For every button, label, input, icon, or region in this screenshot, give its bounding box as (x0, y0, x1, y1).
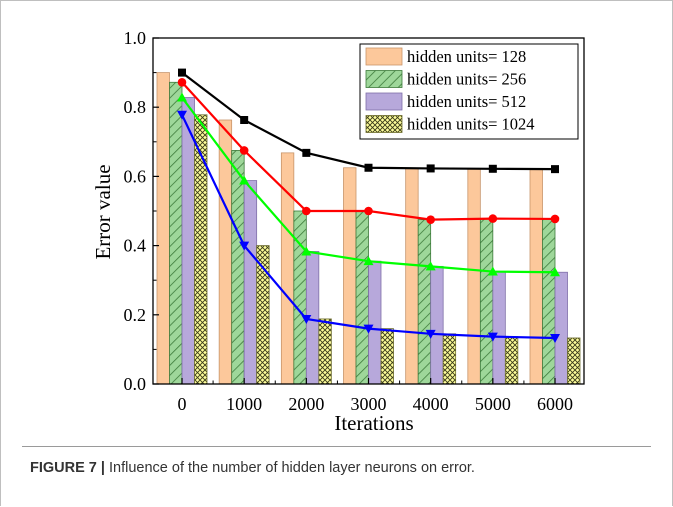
x-tick-label-5: 5000 (475, 394, 511, 414)
bar-hidden-units-128-3000 (343, 167, 357, 385)
marker-series-4-0 (177, 110, 187, 120)
bar-hidden-units-512-6000 (554, 271, 568, 385)
lines-layer (177, 68, 560, 343)
y-axis-label: Error value (91, 164, 115, 259)
marker-series-2-2000 (302, 206, 311, 216)
bar-hidden-units-256-0 (169, 81, 183, 385)
y-tick-label-4: 0.8 (124, 97, 147, 117)
marker-series-2-5000 (488, 214, 498, 223)
x-tick-label-0: 0 (178, 394, 187, 414)
marker-series-1-0 (178, 68, 186, 77)
legend-swatch-2 (365, 70, 403, 88)
bar-line-chart: 0.0 0.2 0.4 0.6 0.8 1.0 0 1000 2000 3000 4000 5000 6… (91, 28, 585, 435)
y-tick-label-5: 1.0 (124, 28, 147, 48)
bar-hidden-units-512-1000 (243, 180, 258, 385)
marker-series-4-3000 (363, 324, 374, 334)
marker-series-1-5000 (488, 164, 497, 173)
bar-hidden-units-256-4000 (417, 219, 432, 385)
bar-hidden-units-256-5000 (479, 218, 494, 385)
figure-caption: FIGURE 7 | Influence of the number of hi… (30, 460, 650, 476)
x-tick-label-6: 6000 (537, 394, 573, 414)
axes-layer: 0.0 0.2 0.4 0.6 0.8 1.0 0 1000 2000 3000 4000 5000 6… (124, 28, 574, 414)
marker-series-4-2000 (301, 314, 312, 324)
legend-label-3: hidden units= 512 (407, 92, 526, 111)
marker-series-2-6000 (550, 214, 560, 224)
caption-label: FIGURE 7 | (30, 460, 105, 476)
bar-hidden-units-1024-5000 (504, 336, 519, 385)
marker-series-1-3000 (364, 163, 373, 172)
y-tick-label-3: 0.6 (124, 166, 147, 186)
bars-layer (156, 72, 581, 385)
legend-swatch-1 (365, 47, 403, 66)
caption-divider (22, 446, 651, 447)
legend-swatch-4 (365, 115, 403, 133)
bar-hidden-units-128-5000 (467, 168, 481, 385)
x-tick-label-3: 3000 (351, 394, 387, 414)
bar-hidden-units-1024-6000 (567, 337, 581, 385)
x-tick-label-2: 2000 (288, 394, 324, 414)
marker-series-3-5000 (487, 266, 498, 276)
legend: hidden units= 128 hidden units= 256 hidden… (359, 43, 579, 140)
legend-swatch-3 (365, 92, 403, 111)
marker-series-1-2000 (302, 148, 311, 157)
marker-series-2-1000 (239, 146, 249, 155)
x-tick-label-1: 1000 (226, 394, 262, 414)
y-tick-label-0: 0.0 (124, 374, 147, 394)
bar-hidden-units-128-4000 (405, 168, 419, 385)
bar-hidden-units-128-0 (156, 72, 170, 385)
marker-series-3-4000 (425, 261, 436, 271)
marker-series-4-1000 (239, 241, 250, 251)
bar-hidden-units-128-6000 (529, 168, 543, 385)
bar-hidden-units-1024-3000 (380, 328, 394, 385)
marker-series-3-0 (177, 92, 187, 102)
legend-label-1: hidden units= 128 (407, 47, 526, 66)
bar-hidden-units-512-0 (181, 97, 195, 385)
marker-series-1-4000 (426, 164, 435, 173)
marker-series-4-5000 (487, 332, 498, 342)
marker-series-4-4000 (425, 329, 436, 339)
bar-hidden-units-512-3000 (368, 260, 382, 385)
marker-series-2-0 (177, 77, 187, 87)
marker-series-3-6000 (550, 267, 560, 277)
marker-series-1-6000 (551, 165, 559, 174)
bar-hidden-units-512-5000 (492, 271, 506, 385)
legend-label-2: hidden units= 256 (407, 70, 526, 89)
y-tick-label-2: 0.4 (124, 236, 147, 256)
legend-label-4: hidden units= 1024 (407, 115, 535, 134)
caption-text: Influence of the number of hidden layer … (104, 460, 475, 476)
bar-hidden-units-256-2000 (293, 210, 307, 385)
bar-hidden-units-1024-2000 (318, 318, 332, 385)
marker-series-3-3000 (363, 256, 374, 266)
bar-hidden-units-1024-4000 (442, 333, 457, 385)
marker-series-1-1000 (240, 116, 249, 125)
marker-series-4-6000 (550, 333, 560, 343)
marker-series-3-2000 (301, 246, 312, 256)
bar-hidden-units-256-1000 (231, 150, 245, 385)
marker-series-2-4000 (426, 215, 435, 224)
marker-series-3-1000 (239, 175, 250, 185)
bar-hidden-units-256-3000 (355, 210, 369, 385)
marker-series-2-3000 (364, 206, 373, 216)
x-tick-label-4: 4000 (413, 394, 449, 414)
y-tick-label-1: 0.2 (124, 305, 147, 325)
bar-hidden-units-512-4000 (430, 265, 444, 385)
bar-hidden-units-256-6000 (542, 218, 556, 385)
x-axis-label: Iterations (334, 411, 413, 435)
